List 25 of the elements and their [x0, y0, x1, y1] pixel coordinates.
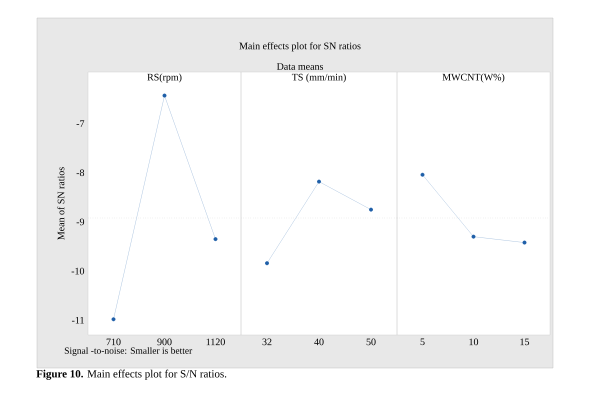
chart-title: MWCNT(W%)	[442, 73, 504, 83]
x-tick-label: 40	[314, 338, 324, 346]
y-tick-label: -11	[72, 316, 84, 324]
y-tick-label: -9	[76, 218, 84, 226]
x-tick-label: 10	[469, 338, 478, 346]
point	[214, 237, 218, 242]
x-tick-label: 32	[262, 338, 272, 346]
text: Signal -to-noise: Smaller is better	[64, 347, 192, 356]
x-tick-label: 5	[420, 338, 425, 346]
chart-title: RS(rpm)	[147, 73, 182, 83]
y-tick-label: -10	[72, 268, 84, 274]
point	[112, 317, 116, 322]
x-tick-label: 1120	[206, 338, 225, 346]
y-tick-label: -8	[76, 169, 84, 176]
y-axis-title: Mean of SN ratios	[57, 167, 64, 240]
text: Main effects plot for SN ratios	[239, 42, 361, 52]
x-tick-label: 50	[366, 338, 376, 346]
x-tick-label: 900	[157, 338, 172, 346]
text: Figure 10. Main effects plot for S/N ratios.	[36, 370, 226, 380]
text: Data means	[276, 63, 324, 70]
chart-title: TS (mm/min)	[292, 73, 346, 83]
point	[162, 94, 166, 98]
y-tick-label: -7	[76, 120, 84, 127]
x-tick-label: 710	[106, 338, 121, 346]
x-tick-label: 15	[520, 338, 530, 346]
